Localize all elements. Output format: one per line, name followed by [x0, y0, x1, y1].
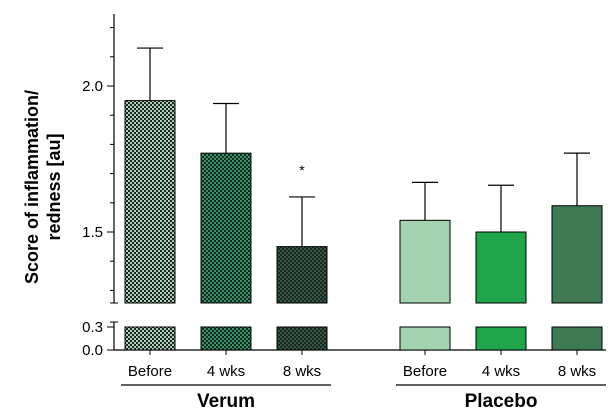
significance-marker: * — [299, 162, 305, 178]
x-tick-label: Before — [403, 363, 447, 380]
y-tick-label: 0.0 — [82, 342, 103, 359]
y-axis-label: Score of inflammation/ — [22, 90, 42, 284]
bar — [124, 100, 176, 304]
x-tick-label: 4 wks — [207, 363, 245, 380]
labels: 2.0 1.5 0.3 0.0 Score of inflammation/rednes… — [22, 78, 596, 412]
bar-lower — [276, 326, 328, 351]
x-tick-label: 8 wks — [558, 363, 596, 380]
bar — [276, 246, 328, 304]
axes — [107, 14, 606, 386]
bars — [124, 47, 603, 351]
y-tick-label: 1.5 — [82, 224, 103, 241]
y-axis-label: redness [au] — [44, 133, 64, 240]
x-tick-label: 8 wks — [283, 363, 321, 380]
bar-lower — [475, 326, 527, 351]
bar — [475, 231, 527, 304]
y-tick-label: 0.3 — [82, 319, 103, 336]
group-label: Verum — [197, 391, 255, 412]
x-tick-label: 4 wks — [482, 363, 520, 380]
bar — [399, 219, 451, 304]
bar-lower — [399, 326, 451, 351]
bar — [200, 152, 252, 304]
y-tick-label: 2.0 — [82, 78, 103, 95]
group-label: Placebo — [465, 391, 538, 412]
bar-lower — [200, 326, 252, 351]
bar-lower — [551, 326, 603, 351]
bar — [551, 205, 603, 304]
bar-lower — [124, 326, 176, 351]
x-tick-label: Before — [128, 363, 172, 380]
